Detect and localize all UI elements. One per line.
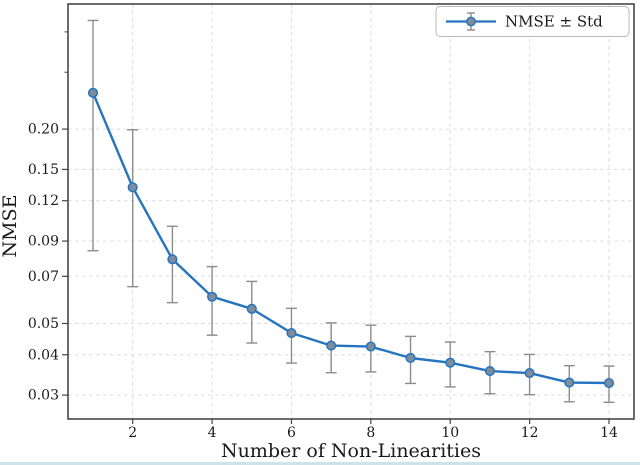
series-markers [87,87,615,389]
legend: NMSE ± Std [435,6,630,37]
x-tick-label-6: 6 [287,425,296,441]
legend-marker-glyph [466,16,476,27]
data-point-marker-x12 [524,368,535,379]
data-point-marker-x4 [207,291,218,302]
data-point-marker-x10 [445,357,456,368]
legend-box [435,6,630,37]
data-point-marker-x11 [484,366,495,377]
x-tick-label-10: 10 [441,425,459,441]
y-tick-label-0.09: 0.09 [28,234,59,250]
data-point-marker-x13 [564,377,575,388]
data-point-marker-x9 [405,352,416,364]
data-point-marker-x1 [87,87,99,98]
data-point-marker-x8 [365,341,376,352]
data-point-marker-x2 [127,182,138,193]
y-axis-label: NMSE [0,195,21,258]
axis-ticks [62,31,610,424]
y-tick-label-0.04: 0.04 [28,347,59,363]
data-point-marker-x5 [246,303,257,314]
x-tick-label-8: 8 [366,425,375,441]
series-line [91,91,611,385]
x-tick-label-4: 4 [208,425,217,441]
legend-label: NMSE ± Std [505,13,603,31]
x-tick-label-2: 2 [128,425,137,441]
y-tick-label-0.05: 0.05 [28,316,59,332]
data-point-marker-x14 [603,377,615,389]
x-axis-label: Number of Non-Linearities [221,440,481,462]
x-tick-label-14: 14 [600,425,618,441]
tick-labels: 2 4 6 8 10 12 14 0.20 0.15 0.12 0.09 0.07 0.05 0.04 0.… [28,122,618,441]
y-tick-label-0.07: 0.07 [28,269,59,285]
x-tick-label-12: 12 [521,425,539,441]
data-point-marker-x6 [286,328,297,339]
y-tick-label-0.12: 0.12 [28,193,59,209]
data-point-marker-x3 [167,254,178,265]
bottom-edge-strip [0,462,640,465]
gridlines [68,4,634,419]
y-tick-label-0.15: 0.15 [28,162,59,178]
y-tick-label-0.03: 0.03 [28,388,59,404]
data-point-marker-x7 [326,340,337,351]
y-tick-label-0.2: 0.20 [28,122,59,138]
plot-frame [67,3,635,420]
